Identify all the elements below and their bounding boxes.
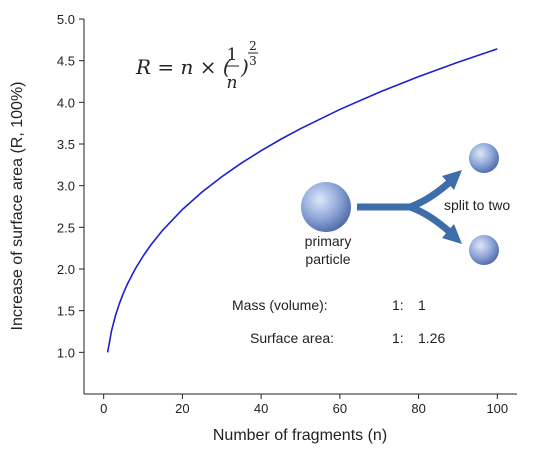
- y-tick-label: 3.0: [57, 179, 75, 194]
- y-tick-label: 4.0: [57, 95, 75, 110]
- data-line: [106, 48, 498, 353]
- y-tick-label: 4.5: [57, 54, 75, 69]
- annotation: split to two: [444, 197, 510, 213]
- x-tick-label: 60: [333, 401, 347, 416]
- split-arrow: [357, 177, 455, 237]
- y-tick-label: 1.5: [57, 304, 75, 319]
- y-tick-label: 2.0: [57, 262, 75, 277]
- arrowhead: [442, 224, 462, 244]
- formula: R = n × ( 1 n ) 2 3: [135, 39, 258, 93]
- y-tick-label: 2.5: [57, 220, 75, 235]
- formula-close: ): [240, 55, 249, 79]
- annotation: 1: [418, 297, 426, 313]
- formula-num: 1: [227, 45, 238, 65]
- arrowhead: [442, 170, 462, 190]
- small-sphere: [469, 143, 499, 173]
- annotation: 1:: [392, 297, 404, 313]
- formula-den: n: [227, 73, 238, 93]
- y-axis-label: Increase of surface area (R, 100%): [9, 81, 26, 330]
- small-sphere: [469, 235, 499, 265]
- x-tick-label: 100: [486, 401, 508, 416]
- annotation: Surface area:: [250, 330, 334, 346]
- primary-sphere: [301, 182, 351, 232]
- y-tick-label: 1.0: [57, 345, 75, 360]
- x-tick-label: 80: [411, 401, 425, 416]
- x-tick-label: 20: [175, 401, 189, 416]
- annotation: Mass (volume):: [232, 297, 328, 313]
- formula-exp-num: 2: [249, 39, 257, 53]
- annotation: 1.26: [418, 330, 445, 346]
- y-tick-label: 5.0: [57, 12, 75, 27]
- formula-lhs: R = n × (: [135, 55, 232, 79]
- x-tick-label: 0: [100, 401, 107, 416]
- formula-exp-den: 3: [249, 54, 257, 68]
- annotation: 1:: [392, 330, 404, 346]
- y-tick-label: 3.5: [57, 137, 75, 152]
- annotation: primary: [305, 233, 352, 249]
- x-axis-label: Number of fragments (n): [213, 427, 387, 444]
- x-tick-label: 40: [254, 401, 268, 416]
- annotation: particle: [305, 251, 350, 267]
